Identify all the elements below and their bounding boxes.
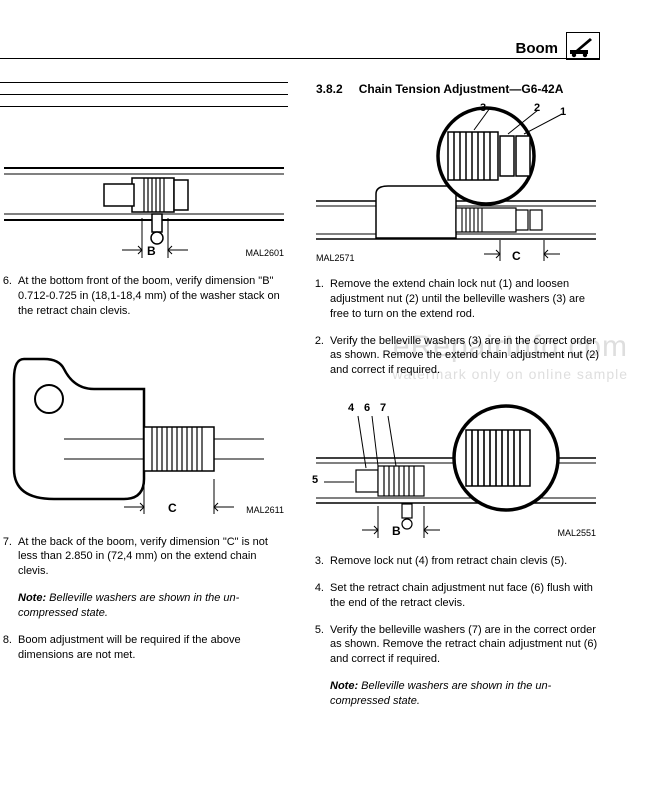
callout-1: 1 bbox=[560, 106, 566, 118]
figure-retract-chain: 4 6 7 5 B MAL2551 bbox=[312, 388, 600, 548]
content-columns: B MAL2601 6. At the bottom front of the … bbox=[0, 82, 600, 767]
note-label: Note: bbox=[18, 592, 46, 604]
step-text: Verify the belleville washers (3) are in… bbox=[330, 334, 600, 379]
callout-4: 4 bbox=[348, 402, 354, 414]
step-number: 5. bbox=[312, 623, 330, 668]
figure-code: MAL2601 bbox=[245, 248, 284, 258]
step-text: Boom adjustment will be required if the … bbox=[18, 633, 288, 663]
section-title: Chain Tension Adjustment—G6-42A bbox=[359, 82, 564, 96]
step-number: 2. bbox=[312, 334, 330, 379]
step-number: 6. bbox=[0, 274, 18, 319]
step-number: 3. bbox=[312, 554, 330, 569]
step-text: Remove lock nut (4) from retract chain c… bbox=[330, 554, 600, 569]
callout-6: 6 bbox=[364, 402, 370, 414]
callout-2: 2 bbox=[534, 102, 540, 114]
figure-boom-dim-b: B MAL2601 bbox=[0, 118, 288, 268]
note-text: Belleville washers are shown in the un-c… bbox=[330, 680, 551, 707]
step-number: 4. bbox=[312, 581, 330, 611]
dim-c-label: C bbox=[512, 249, 521, 263]
page: Boom eRepairInfo.com watermark only on o… bbox=[0, 0, 648, 791]
section-label: Boom bbox=[516, 40, 559, 57]
section-heading: 3.8.2 Chain Tension Adjustment—G6-42A bbox=[312, 82, 600, 96]
note-left: Note: Belleville washers are shown in th… bbox=[18, 591, 288, 621]
step-text: Set the retract chain adjustment nut fac… bbox=[330, 581, 600, 611]
figure-code: MAL2611 bbox=[246, 505, 284, 515]
step-text: At the bottom front of the boom, verify … bbox=[18, 274, 288, 319]
note-right: Note: Belleville washers are shown in th… bbox=[330, 679, 600, 709]
callout-5: 5 bbox=[312, 474, 318, 486]
step-number: 1. bbox=[312, 277, 330, 322]
step-4: 4. Set the retract chain adjustment nut … bbox=[312, 581, 600, 611]
header-rule bbox=[0, 58, 600, 59]
step-text: Remove the extend chain lock nut (1) and… bbox=[330, 277, 600, 322]
right-column: 3.8.2 Chain Tension Adjustment—G6-42A bbox=[312, 82, 600, 767]
section-number: 3.8.2 bbox=[316, 82, 343, 96]
step-8: 8. Boom adjustment will be required if t… bbox=[0, 633, 288, 663]
rule-lines bbox=[0, 82, 288, 118]
step-number: 7. bbox=[0, 535, 18, 580]
step-1: 1. Remove the extend chain lock nut (1) … bbox=[312, 277, 600, 322]
dim-c-label: C bbox=[168, 501, 177, 515]
step-5: 5. Verify the belleville washers (7) are… bbox=[312, 623, 600, 668]
step-6: 6. At the bottom front of the boom, veri… bbox=[0, 274, 288, 319]
left-column: B MAL2601 6. At the bottom front of the … bbox=[0, 82, 288, 767]
step-number: 8. bbox=[0, 633, 18, 663]
note-label: Note: bbox=[330, 680, 358, 692]
callout-3: 3 bbox=[480, 102, 486, 114]
figure-boom-dim-c: C MAL2611 bbox=[0, 329, 288, 529]
page-header: Boom bbox=[516, 32, 601, 65]
boom-icon bbox=[566, 32, 600, 65]
step-text: Verify the belleville washers (7) are in… bbox=[330, 623, 600, 668]
step-3: 3. Remove lock nut (4) from retract chai… bbox=[312, 554, 600, 569]
step-text: At the back of the boom, verify dimensio… bbox=[18, 535, 288, 580]
step-7: 7. At the back of the boom, verify dimen… bbox=[0, 535, 288, 580]
note-text: Belleville washers are shown in the un-c… bbox=[18, 592, 239, 619]
dim-b-label: B bbox=[147, 244, 156, 258]
step-2: 2. Verify the belleville washers (3) are… bbox=[312, 334, 600, 379]
figure-extend-chain: 3 2 1 C MAL2571 bbox=[312, 106, 600, 271]
figure-code: MAL2571 bbox=[316, 253, 355, 263]
dim-b-label: B bbox=[392, 524, 401, 538]
callout-7: 7 bbox=[380, 402, 386, 414]
figure-code: MAL2551 bbox=[557, 528, 596, 538]
